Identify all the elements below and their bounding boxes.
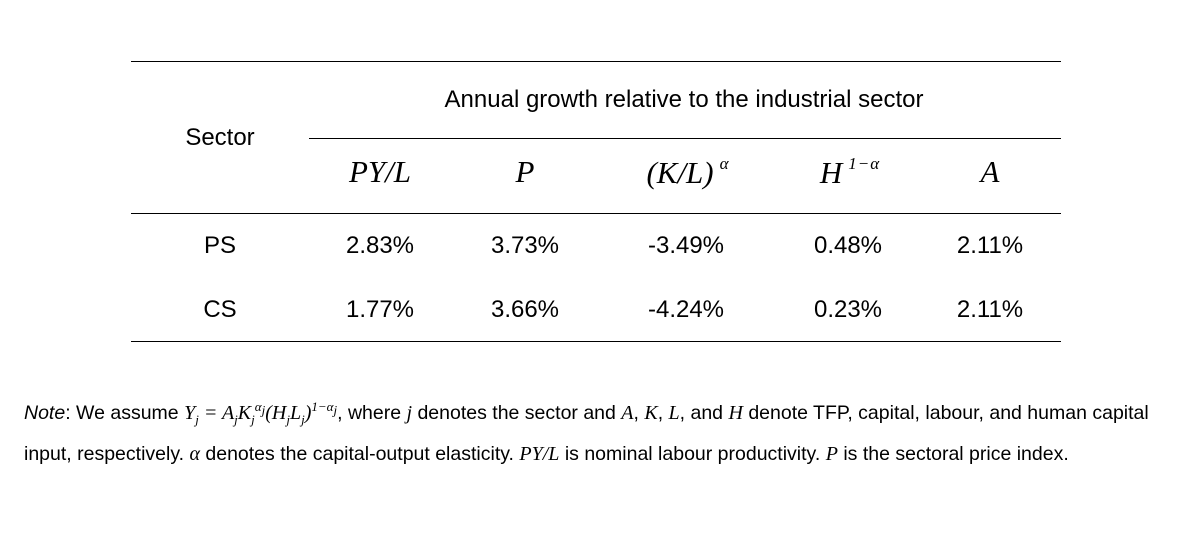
table-top-rule	[131, 61, 1061, 62]
column-header-pyl: PY/L	[348, 154, 412, 189]
row-label-cs: CS	[203, 296, 237, 323]
production-function-formula: Yj = AjKjαj(HjLj)1−αj	[184, 399, 338, 427]
note-label: Note	[24, 402, 66, 424]
column-header-rule	[131, 213, 1061, 214]
row-header-label: Sector	[185, 124, 255, 151]
table-cell: 3.66%	[490, 296, 560, 323]
group-header: Annual growth relative to the industrial…	[444, 86, 924, 113]
column-header-kl-alpha: (K/L) α	[646, 154, 730, 190]
table-cell: 2.11%	[956, 296, 1024, 323]
column-header-a: A	[980, 154, 1000, 189]
group-header-rule	[309, 138, 1061, 139]
table-cell: 0.48%	[813, 232, 883, 259]
table-cell: 3.73%	[490, 232, 560, 259]
table-cell: 1.77%	[345, 296, 415, 323]
table-cell: 0.23%	[813, 296, 883, 323]
table-cell: -3.49%	[647, 232, 725, 259]
table-cell: -4.24%	[647, 296, 725, 323]
table-cell: 2.11%	[956, 232, 1024, 259]
table-cell: 2.83%	[345, 232, 415, 259]
table-bottom-rule	[131, 341, 1061, 342]
column-header-p: P	[515, 154, 535, 189]
column-header-h-power: H 1−α	[819, 154, 881, 190]
row-label-ps: PS	[203, 232, 237, 259]
table-note: Note: We assume Yj = AjKjαj(HjLj)1−αj, w…	[24, 399, 1149, 465]
